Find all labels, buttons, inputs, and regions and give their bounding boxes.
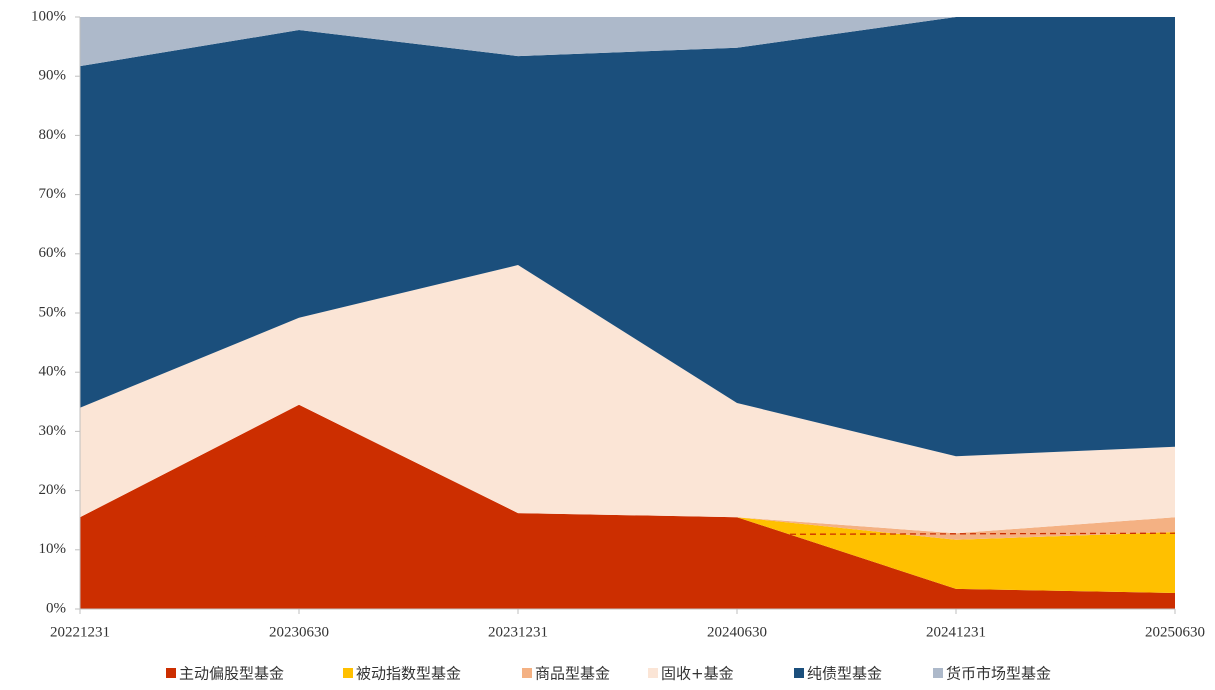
x-tick-label: 20231231: [488, 624, 548, 640]
area: [80, 404, 1175, 609]
y-tick-label: 100%: [31, 8, 66, 24]
y-tick-label: 10%: [39, 541, 67, 557]
legend-label: 主动偏股型基金: [179, 665, 284, 683]
y-tick-label: 0%: [46, 600, 66, 616]
y-tick-label: 60%: [39, 245, 67, 261]
x-tick-label: 20221231: [50, 624, 110, 640]
area: [80, 17, 1175, 67]
x-tick-label: 20230630: [269, 624, 329, 640]
y-tick-label: 90%: [39, 68, 67, 84]
area: [80, 265, 1175, 534]
x-tick-label: 20240630: [707, 624, 767, 640]
legend-swatch: [343, 668, 353, 678]
legend-swatch: [794, 668, 804, 678]
legend-label: 货币市场型基金: [946, 665, 1051, 683]
y-tick-label: 40%: [39, 364, 67, 380]
legend-label: 被动指数型基金: [356, 665, 461, 683]
y-tick-label: 30%: [39, 423, 67, 439]
y-tick-label: 50%: [39, 304, 67, 320]
x-tick-label: 20250630: [1145, 624, 1205, 640]
legend-swatch: [648, 668, 658, 678]
legend-label: 商品型基金: [535, 665, 610, 683]
legend-label: 固收+基金: [661, 665, 734, 683]
legend-label: 纯债型基金: [807, 665, 882, 683]
area: [80, 17, 1175, 457]
legend-swatch: [933, 668, 943, 678]
y-tick-label: 20%: [39, 482, 67, 498]
y-tick-label: 80%: [39, 127, 67, 143]
dashed-line: [79, 532, 1176, 539]
legend-swatch: [522, 668, 532, 678]
y-tick-label: 70%: [39, 186, 67, 202]
x-tick-label: 20241231: [926, 624, 986, 640]
area: [80, 404, 1175, 594]
legend-swatch: [166, 668, 176, 678]
area: [80, 404, 1175, 540]
